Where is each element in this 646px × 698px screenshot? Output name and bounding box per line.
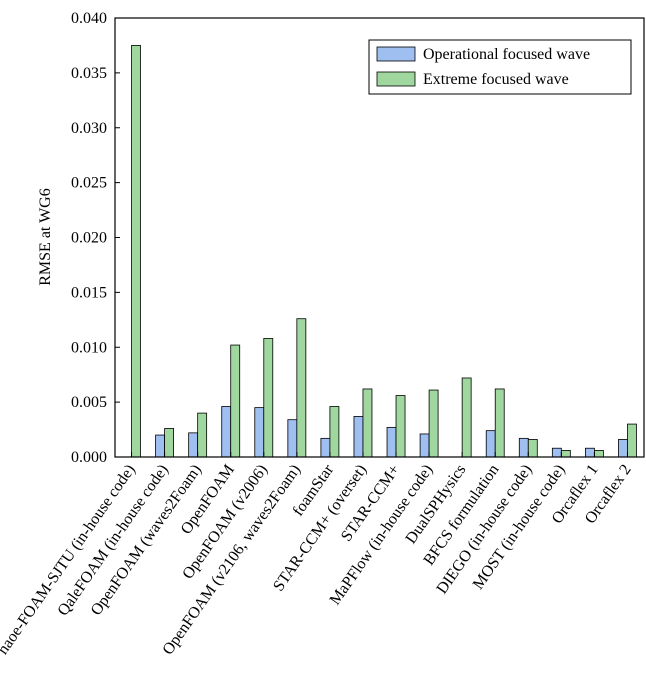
bar (618, 439, 628, 458)
bar (560, 450, 571, 458)
bar (362, 388, 373, 458)
bar (155, 434, 165, 458)
y-tick-label: 0.040 (71, 10, 107, 27)
bar (320, 437, 331, 458)
bar (221, 406, 232, 458)
y-tick-label: 0.005 (71, 394, 107, 411)
bar (263, 338, 274, 458)
x-tick-label: naoe-FOAM-SJTU (in-house code) (0, 462, 139, 658)
y-tick-label: 0.015 (71, 284, 107, 301)
bar (594, 450, 604, 458)
bar (494, 388, 505, 458)
legend-swatch (376, 46, 416, 62)
bar (419, 433, 430, 458)
y-tick-label: 0.030 (71, 120, 107, 137)
y-tick-label: 0.020 (71, 230, 107, 247)
bar (551, 447, 562, 458)
bar (353, 415, 364, 458)
y-tick-label: 0.000 (71, 449, 107, 466)
bar (527, 439, 538, 458)
bar (164, 428, 174, 458)
bar (386, 426, 397, 458)
bar (329, 406, 340, 458)
bar (287, 419, 298, 458)
bar (197, 412, 208, 458)
legend-swatch (376, 71, 416, 87)
bar (296, 318, 307, 458)
bar (131, 45, 141, 458)
bar (585, 447, 595, 458)
legend-label: Extreme focused wave (423, 71, 569, 88)
bar (428, 389, 439, 458)
y-tick-label: 0.035 (71, 65, 107, 82)
bar (188, 432, 199, 458)
bar (518, 437, 529, 458)
bar (461, 377, 472, 458)
y-tick-label: 0.025 (71, 175, 107, 192)
bar (254, 407, 265, 458)
bar (485, 430, 496, 458)
y-axis-label: RMSE at WG6 (37, 188, 54, 285)
legend-label: Operational focused wave (423, 46, 590, 63)
bar (230, 344, 241, 458)
plot-frame (114, 17, 645, 458)
bar (627, 423, 637, 458)
y-tick-label: 0.010 (71, 339, 107, 356)
bar (395, 395, 406, 458)
